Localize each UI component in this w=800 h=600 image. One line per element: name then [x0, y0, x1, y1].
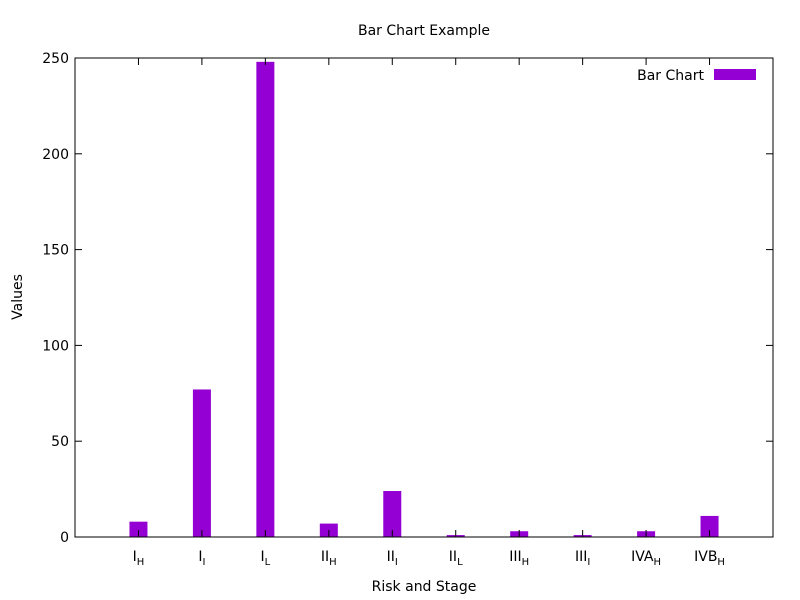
x-tick-label: IH [133, 549, 145, 568]
y-tick-label: 200 [42, 147, 69, 163]
bar [700, 515, 719, 537]
x-tick-label: IIH [321, 549, 337, 568]
x-axis-label: Risk and Stage [372, 579, 477, 595]
y-tick-label: 100 [42, 338, 69, 354]
x-tick-label: IIII [575, 549, 590, 568]
x-tick-label: IVBH [694, 549, 725, 568]
y-tick-label: 0 [60, 530, 69, 546]
legend-label: Bar Chart [637, 68, 704, 84]
x-tick-label: IVAH [631, 549, 661, 568]
chart-title: Bar Chart Example [358, 23, 490, 39]
x-tick-label: IIL [449, 549, 463, 568]
legend: Bar Chart [637, 68, 756, 84]
bar [129, 521, 148, 537]
y-tick-label: 250 [42, 51, 69, 67]
legend-swatch [714, 69, 756, 80]
y-tick-label: 50 [51, 434, 69, 450]
x-tick-label: II [198, 549, 205, 568]
x-tick-label: III [387, 549, 398, 568]
bar [256, 61, 275, 537]
bar [192, 389, 211, 537]
bar [383, 491, 402, 537]
x-tick-label: IIIH [509, 549, 529, 568]
y-tick-label: 150 [42, 243, 69, 259]
plot-frame [74, 57, 774, 538]
x-tick-label: IL [261, 549, 271, 568]
bars-group [129, 61, 719, 537]
y-axis-label: Values [10, 274, 26, 320]
axes-group: 0 50 100 150 200 250 IH II IL IIH III IIL IIIH IIII IV… [42, 51, 774, 568]
